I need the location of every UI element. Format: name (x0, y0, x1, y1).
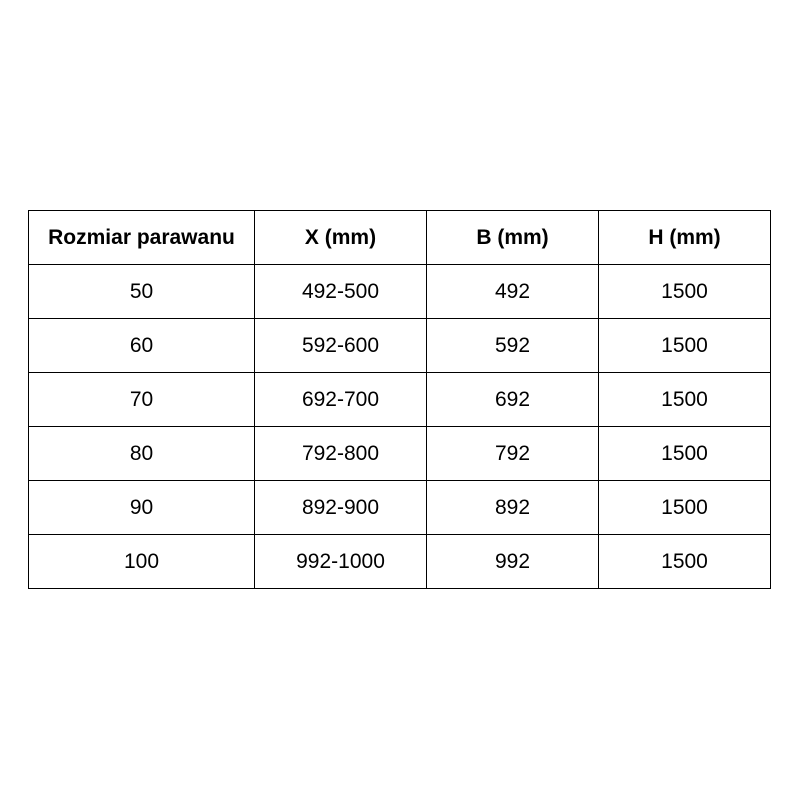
cell-x: 992-1000 (254, 534, 427, 589)
table-row: 50 492-500 492 1500 (28, 264, 771, 319)
header-h: H (mm) (598, 210, 771, 265)
cell-h: 1500 (598, 534, 771, 589)
cell-size: 50 (28, 264, 255, 319)
cell-h: 1500 (598, 426, 771, 481)
cell-x: 492-500 (254, 264, 427, 319)
cell-size: 70 (28, 372, 255, 427)
cell-b: 492 (426, 264, 599, 319)
cell-h: 1500 (598, 318, 771, 373)
cell-b: 892 (426, 480, 599, 535)
cell-b: 692 (426, 372, 599, 427)
cell-size: 80 (28, 426, 255, 481)
cell-h: 1500 (598, 372, 771, 427)
size-table: Rozmiar parawanu X (mm) B (mm) H (mm) 50… (28, 210, 771, 589)
header-x: X (mm) (254, 210, 427, 265)
table-row: 90 892-900 892 1500 (28, 480, 771, 535)
cell-size: 60 (28, 318, 255, 373)
table-row: 70 692-700 692 1500 (28, 372, 771, 427)
table-row: 100 992-1000 992 1500 (28, 534, 771, 589)
header-size: Rozmiar parawanu (28, 210, 255, 265)
cell-x: 592-600 (254, 318, 427, 373)
header-row: Rozmiar parawanu X (mm) B (mm) H (mm) (28, 210, 771, 265)
header-b: B (mm) (426, 210, 599, 265)
cell-x: 792-800 (254, 426, 427, 481)
cell-h: 1500 (598, 480, 771, 535)
cell-h: 1500 (598, 264, 771, 319)
cell-b: 792 (426, 426, 599, 481)
cell-x: 692-700 (254, 372, 427, 427)
cell-size: 100 (28, 534, 255, 589)
cell-x: 892-900 (254, 480, 427, 535)
table-row: 80 792-800 792 1500 (28, 426, 771, 481)
cell-size: 90 (28, 480, 255, 535)
table-row: 60 592-600 592 1500 (28, 318, 771, 373)
cell-b: 592 (426, 318, 599, 373)
cell-b: 992 (426, 534, 599, 589)
